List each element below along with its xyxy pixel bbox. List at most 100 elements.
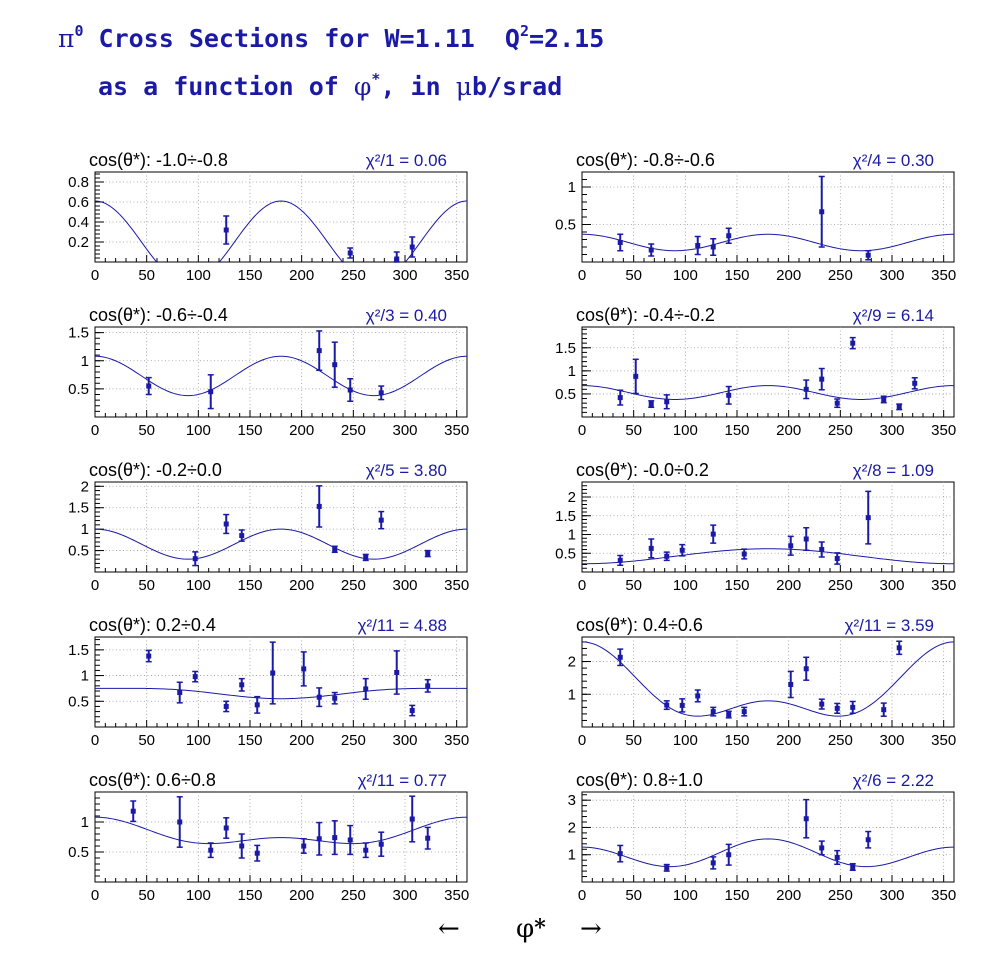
data-point (726, 852, 732, 858)
x-tick-label: 50 (138, 422, 155, 439)
x-tick-label: 350 (444, 887, 469, 904)
pi-superscript: 0 (74, 22, 84, 40)
data-point (316, 348, 322, 354)
data-point (710, 860, 716, 866)
footer-star: * (534, 915, 546, 941)
data-point (347, 837, 353, 843)
panel-cos-label: cos(θ*): -0.8÷-0.6 (576, 150, 715, 170)
right-arrow-icon: → (580, 914, 602, 944)
data-point (347, 250, 353, 256)
y-tick-label: 3 (568, 792, 576, 809)
data-point (664, 553, 670, 559)
x-tick-label: 350 (444, 422, 469, 439)
y-tick-label: 1.5 (555, 508, 576, 525)
data-point (332, 362, 338, 368)
x-tick-label: 200 (776, 577, 801, 594)
x-tick-label: 200 (776, 422, 801, 439)
panel-chi2-label: χ²/3 = 0.40 (366, 306, 447, 325)
y-tick-label: 1 (568, 527, 576, 544)
data-point (788, 543, 794, 549)
data-point (239, 682, 245, 688)
data-point (130, 808, 136, 814)
y-tick-label: 1 (568, 363, 576, 380)
data-point (192, 674, 198, 680)
data-point (146, 653, 152, 659)
phi-symbol: φ (353, 72, 372, 101)
x-tick-label: 50 (138, 732, 155, 749)
x-tick-label: 100 (673, 887, 698, 904)
y-tick-label: 0.8 (68, 174, 89, 191)
panel-cos-label: cos(θ*): -0.4÷-0.2 (576, 305, 715, 325)
plot-frame (94, 481, 468, 573)
y-tick-label: 2 (568, 654, 576, 671)
data-point (363, 686, 369, 692)
x-tick-label: 50 (625, 422, 642, 439)
panel-chi2-label: χ²/5 = 3.80 (366, 461, 447, 480)
data-point (347, 387, 353, 393)
data-point (617, 557, 623, 563)
plot-frame (581, 636, 955, 728)
y-tick-label: 1.5 (555, 340, 576, 357)
panel-chi2-label: χ²/1 = 0.06 (366, 151, 447, 170)
data-point (664, 865, 670, 871)
data-point (363, 847, 369, 853)
x-tick-label: 100 (186, 732, 211, 749)
x-tick-label: 0 (91, 577, 99, 594)
panel-chi2-label: χ²/11 = 3.59 (845, 616, 934, 635)
data-point (834, 705, 840, 711)
fit-curve (582, 233, 954, 252)
data-point (803, 666, 809, 672)
title-line-1: π0 Cross Sections for W=1.11 Q2=2.15 (58, 22, 604, 53)
data-point (726, 233, 732, 239)
fit-curve (582, 385, 954, 400)
data-point (146, 383, 152, 389)
chart-panel: 0 50 100 150 200 250 300 350 0.5 1 cos(θ*): 0.6÷0.… (68, 770, 469, 904)
panel-cos-label: cos(θ*): -0.2÷0.0 (89, 460, 222, 480)
y-tick-label: 0.5 (68, 844, 89, 861)
data-point (223, 227, 229, 233)
data-point (865, 515, 871, 521)
data-point (648, 401, 654, 407)
plot-frame (581, 171, 955, 263)
panel-cos-label: cos(θ*): 0.8÷1.0 (576, 770, 703, 790)
x-tick-label: 0 (91, 267, 99, 284)
data-point (425, 551, 431, 557)
x-tick-label: 350 (931, 422, 956, 439)
x-tick-label: 100 (673, 422, 698, 439)
y-tick-label: 2 (568, 489, 576, 506)
x-tick-label: 250 (828, 422, 853, 439)
x-tick-label: 100 (186, 422, 211, 439)
data-point (332, 546, 338, 552)
x-tick-label: 0 (91, 732, 99, 749)
x-tick-label: 250 (341, 267, 366, 284)
panel-cos-label: cos(θ*): -1.0÷-0.8 (89, 150, 228, 170)
y-tick-label: 0.5 (555, 217, 576, 234)
x-tick-label: 350 (931, 732, 956, 749)
x-tick-label: 250 (828, 887, 853, 904)
data-point (865, 252, 871, 258)
x-tick-label: 0 (578, 732, 586, 749)
data-point (788, 681, 794, 687)
data-point (679, 702, 685, 708)
y-tick-label: 1 (81, 814, 89, 831)
subtitle-unit: b/srad (471, 72, 563, 101)
panel-cos-label: cos(θ*): -0.6÷-0.4 (89, 305, 228, 325)
x-tick-label: 200 (776, 887, 801, 904)
mu-symbol: μ (455, 72, 472, 101)
x-tick-label: 350 (444, 577, 469, 594)
data-point (664, 399, 670, 405)
title-line-2: as a function of φ*, in μb/srad (98, 70, 563, 101)
plot-frame (94, 791, 468, 883)
y-tick-label: 0.5 (555, 386, 576, 403)
x-tick-label: 200 (289, 577, 314, 594)
x-tick-label: 250 (341, 577, 366, 594)
x-tick-label: 50 (138, 887, 155, 904)
data-point (270, 670, 276, 676)
data-point (363, 554, 369, 560)
data-point (896, 404, 902, 410)
data-point (850, 340, 856, 346)
x-tick-label: 0 (578, 422, 586, 439)
